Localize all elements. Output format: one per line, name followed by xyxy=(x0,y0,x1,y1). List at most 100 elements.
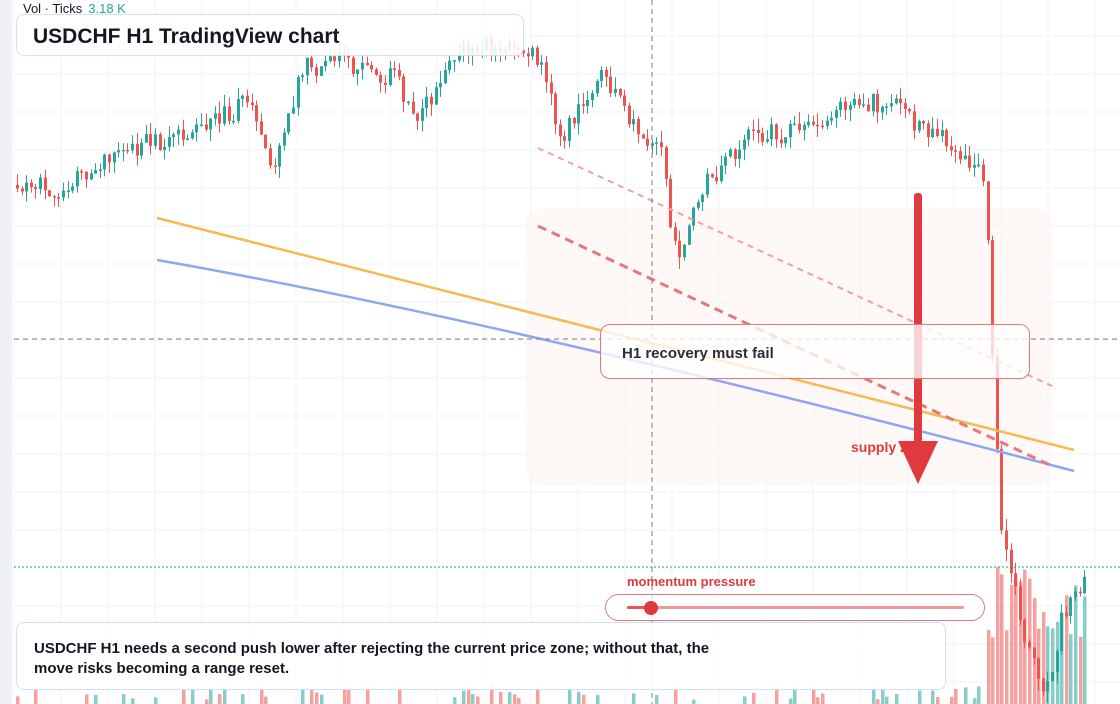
volume-bar xyxy=(1046,626,1050,704)
momentum-slider[interactable] xyxy=(605,594,985,621)
candle-body xyxy=(306,57,309,76)
candle-body xyxy=(113,152,116,163)
candle-body xyxy=(53,196,56,198)
volume-bar xyxy=(1005,630,1009,704)
down-arrow-icon xyxy=(898,193,938,484)
candle-body xyxy=(1019,586,1022,620)
candle-body xyxy=(918,121,921,131)
volume-bar xyxy=(582,694,586,704)
candle-body xyxy=(320,66,323,76)
candle-body xyxy=(228,106,231,121)
candle-body xyxy=(706,173,709,195)
volume-bar xyxy=(260,684,264,704)
candle-body xyxy=(39,177,42,190)
candle-body xyxy=(977,164,980,167)
candle-body xyxy=(218,113,221,124)
candle-body xyxy=(251,102,254,106)
candle-body xyxy=(246,95,249,103)
candle-body xyxy=(182,129,185,140)
candle-body xyxy=(264,134,267,149)
candle-body xyxy=(614,88,617,93)
candle-body xyxy=(145,134,148,143)
candle-body xyxy=(375,69,378,75)
candle-body xyxy=(660,142,663,148)
volume-bar xyxy=(467,684,471,704)
candle-body xyxy=(172,134,175,138)
candle-body xyxy=(366,62,369,66)
candle-body xyxy=(678,240,681,258)
trendline-dashed-red[interactable] xyxy=(537,224,1053,468)
volume-legend-value: 3.18 K xyxy=(88,1,126,16)
candle-body xyxy=(931,128,934,138)
candle-body xyxy=(329,56,332,61)
chart-title: USDCHF H1 TradingView chart xyxy=(33,25,340,48)
candle-body xyxy=(333,56,336,62)
volume-bar xyxy=(301,687,305,704)
candle-body xyxy=(103,154,106,170)
volume-bar xyxy=(490,684,494,704)
callout-text: H1 recovery must fail xyxy=(622,345,774,362)
candle-body xyxy=(108,154,111,163)
candle-body xyxy=(407,101,410,104)
volume-bar xyxy=(462,690,466,704)
note-text: USDCHF H1 needs a second push lower afte… xyxy=(34,640,710,677)
candle-body xyxy=(30,182,33,188)
candle-body xyxy=(747,129,750,140)
candle-body xyxy=(711,173,714,178)
volume-bar xyxy=(692,699,696,704)
candle-body xyxy=(186,138,189,140)
callout-box[interactable]: H1 recovery must fail xyxy=(600,324,1030,379)
candle-body xyxy=(370,65,373,70)
candle-body xyxy=(862,104,865,106)
volume-bar xyxy=(964,687,968,704)
candle-body xyxy=(1046,681,1049,692)
candle-body xyxy=(619,88,622,96)
candle-body xyxy=(324,60,327,67)
candle-body xyxy=(1079,591,1082,594)
momentum-slider-thumb[interactable] xyxy=(644,601,658,615)
candle-body xyxy=(241,95,244,99)
volume-bar xyxy=(881,687,885,704)
candle-body xyxy=(1051,671,1054,682)
candle-body xyxy=(237,98,240,121)
volume-bar xyxy=(1019,581,1023,704)
candle-body xyxy=(425,96,428,109)
candle-body xyxy=(867,104,870,112)
candle-body xyxy=(214,113,217,119)
volume-bar xyxy=(182,688,186,704)
volume-bar xyxy=(1051,628,1055,704)
candle-body xyxy=(159,134,162,151)
volume-bar xyxy=(1060,613,1064,704)
candle-body xyxy=(402,76,405,102)
candle-body xyxy=(278,145,281,167)
candle-body xyxy=(849,105,852,110)
candle-body xyxy=(899,98,902,104)
candle-body xyxy=(297,77,300,108)
volume-bar xyxy=(223,685,227,704)
candle-body xyxy=(770,124,773,140)
candle-body xyxy=(968,155,971,168)
trendline-blue[interactable] xyxy=(156,258,1075,473)
candle-body xyxy=(715,177,718,182)
candle-body xyxy=(430,96,433,105)
candle-body xyxy=(550,82,553,94)
candle-body xyxy=(421,108,424,121)
volume-bar xyxy=(789,698,793,704)
candle-body xyxy=(637,119,640,135)
volume-bar xyxy=(950,696,954,704)
candle-body xyxy=(269,148,272,166)
candle-body xyxy=(1028,642,1031,648)
candle-body xyxy=(642,134,645,139)
volume-bar xyxy=(996,567,1000,704)
candle-body xyxy=(784,137,787,144)
candle-body xyxy=(140,142,143,156)
candle-body xyxy=(701,194,704,203)
candle-body xyxy=(821,125,824,128)
candle-body xyxy=(573,117,576,124)
candle-body xyxy=(904,103,907,109)
volume-bar xyxy=(987,629,991,704)
candle-body xyxy=(991,240,994,356)
candle-body xyxy=(554,93,557,125)
candle-body xyxy=(1083,576,1086,594)
candle-body xyxy=(389,68,392,85)
